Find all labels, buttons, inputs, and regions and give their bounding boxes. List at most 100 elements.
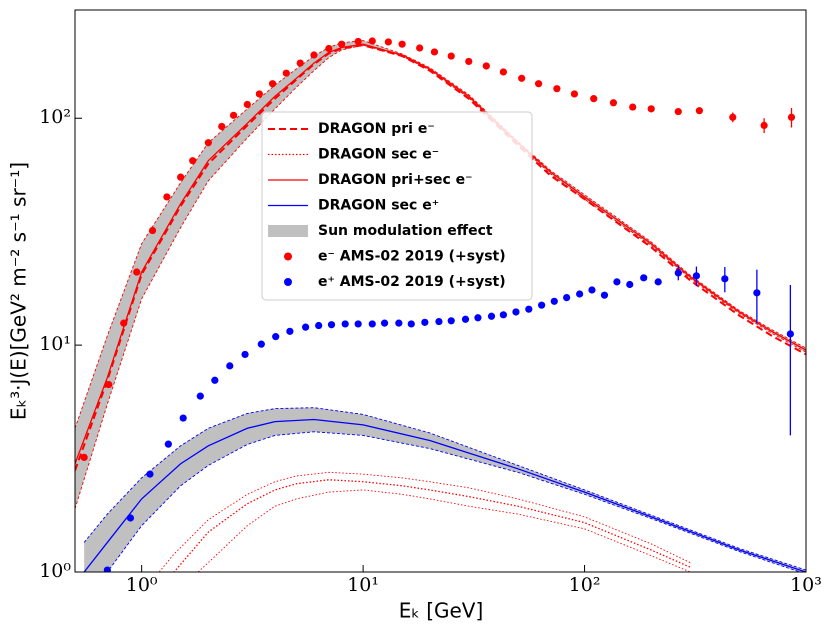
- data-point: [243, 100, 251, 109]
- band-edge: [158, 471, 691, 572]
- data-point: [729, 113, 737, 121]
- data-point: [368, 37, 376, 45]
- data-point: [654, 278, 662, 286]
- data-point: [302, 323, 310, 331]
- x-tick-label: 10³: [790, 574, 822, 596]
- data-point: [211, 376, 219, 384]
- y-axis-label: Eₖ³·J(E)[GeV² m⁻² s⁻¹ sr⁻¹]: [7, 162, 31, 420]
- data-point: [465, 57, 473, 66]
- model-line: [75, 43, 806, 464]
- legend-label: DRAGON pri+sec e⁻: [318, 172, 473, 188]
- data-point: [204, 139, 212, 147]
- legend-label: e⁻ AMS-02 2019 (+syst): [318, 249, 506, 265]
- data-point: [786, 330, 794, 338]
- data-point: [296, 59, 304, 67]
- data-point: [525, 305, 533, 313]
- data-point: [218, 122, 226, 131]
- data-point: [447, 52, 455, 60]
- data-point: [613, 278, 621, 286]
- data-point: [576, 290, 584, 298]
- data-point: [640, 274, 648, 282]
- data-point: [550, 297, 558, 305]
- band-edge: [197, 489, 691, 572]
- data-point: [590, 95, 598, 103]
- band-edge: [75, 44, 806, 509]
- legend-swatch: [268, 225, 308, 237]
- data-point: [163, 193, 171, 201]
- x-tick-label: 10⁰: [126, 574, 158, 596]
- data-point: [384, 38, 392, 46]
- data-point: [229, 111, 238, 119]
- data-point: [609, 99, 618, 107]
- legend-label: DRAGON sec e⁺: [318, 198, 439, 214]
- band-edge: [83, 407, 806, 571]
- data-point: [647, 105, 655, 113]
- data-point: [600, 291, 609, 299]
- data-point: [286, 327, 294, 335]
- data-point: [268, 80, 277, 88]
- data-point: [512, 308, 520, 316]
- data-point: [368, 320, 376, 328]
- data-point: [133, 268, 141, 276]
- data-point: [164, 440, 172, 448]
- data-point: [692, 272, 701, 280]
- axes-frame: [74, 9, 807, 573]
- y-tick-label: 10²: [39, 106, 71, 128]
- x-tick-label: 10²: [569, 574, 601, 596]
- data-point: [226, 362, 234, 370]
- data-point: [474, 314, 482, 322]
- data-point: [395, 319, 403, 327]
- data-point: [534, 80, 543, 88]
- data-point: [563, 293, 571, 302]
- x-tick-label: 10¹: [347, 574, 379, 596]
- data-point: [354, 37, 362, 46]
- data-point: [629, 103, 637, 111]
- data-point: [338, 40, 346, 48]
- data-point: [588, 286, 596, 294]
- data-point: [282, 69, 290, 77]
- data-point: [416, 44, 424, 52]
- data-point: [518, 74, 526, 82]
- legend-box: [261, 111, 533, 301]
- data-point: [674, 269, 682, 277]
- data-point: [80, 453, 88, 461]
- data-point: [341, 320, 349, 328]
- data-point: [421, 318, 429, 326]
- data-point: [435, 317, 443, 326]
- model-line: [75, 44, 806, 471]
- band-edge: [106, 431, 802, 572]
- data-point: [753, 289, 761, 297]
- data-point: [760, 121, 768, 129]
- legend-label: DRAGON pri e⁻: [318, 121, 435, 137]
- data-point: [241, 350, 249, 359]
- data-point: [538, 301, 546, 309]
- data-point: [146, 470, 154, 478]
- model-line: [83, 418, 806, 572]
- data-point: [482, 62, 490, 70]
- data-point: [105, 380, 113, 389]
- plot-area: [75, 37, 806, 572]
- data-point: [430, 48, 439, 56]
- data-point: [407, 320, 415, 328]
- data-point: [461, 315, 470, 323]
- data-point: [120, 319, 128, 327]
- modulation-band: [84, 407, 806, 572]
- data-point: [398, 40, 406, 48]
- data-point: [721, 275, 729, 283]
- legend-swatch: [284, 252, 292, 261]
- data-point: [325, 44, 333, 53]
- data-point: [126, 514, 135, 522]
- data-point: [553, 85, 561, 93]
- data-point: [354, 320, 362, 328]
- band-edge: [75, 40, 806, 429]
- legend-label: Sun modulation effect: [318, 223, 493, 239]
- data-point: [189, 157, 197, 165]
- data-point: [196, 392, 204, 400]
- x-axis-label: Eₖ [GeV]: [399, 599, 484, 623]
- data-point: [380, 319, 389, 327]
- data-point: [499, 311, 507, 319]
- data-point: [499, 68, 507, 76]
- legend-label: DRAGON sec e⁻: [318, 147, 439, 163]
- model-line: [172, 479, 691, 572]
